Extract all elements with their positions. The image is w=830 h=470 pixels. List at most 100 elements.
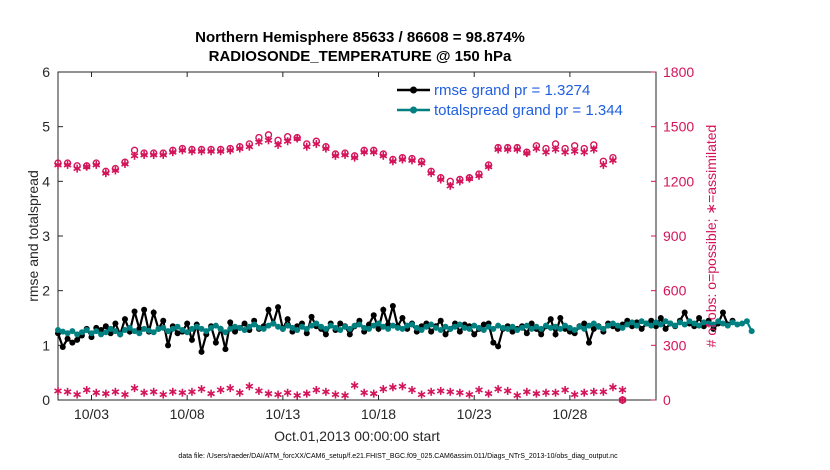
obs-assimilated-marker — [264, 137, 273, 144]
rmse-point — [437, 317, 444, 324]
totalspread-point — [409, 321, 416, 328]
rmse-point — [141, 306, 148, 313]
totalspread-point — [241, 327, 248, 334]
totalspread-point — [667, 320, 674, 327]
totalspread-point — [375, 320, 382, 327]
obs-assimilated-marker — [503, 146, 512, 153]
totalspread-point — [485, 323, 492, 330]
rmse-point — [174, 330, 181, 337]
totalspread-point — [523, 322, 530, 329]
totalspread-point — [724, 322, 731, 329]
rmse-point — [480, 321, 487, 328]
totalspread-point — [700, 319, 707, 326]
obs-assimilated-marker — [609, 157, 617, 164]
totalspread-point — [514, 327, 521, 334]
obs-assimilated-marker — [398, 156, 407, 163]
rmse-point — [662, 325, 669, 332]
left-tick-label: 4 — [42, 173, 50, 189]
totalspread-point — [456, 321, 463, 328]
obs-assimilated-marker — [235, 145, 244, 152]
rmse-point — [590, 325, 597, 332]
obs-rejected-marker — [417, 391, 426, 398]
rmse-point — [160, 317, 167, 324]
right-tick-label: 900 — [663, 228, 687, 244]
rmse-point — [59, 343, 66, 350]
obs-rejected-marker — [168, 389, 177, 395]
obs-rejected-marker — [235, 390, 244, 396]
rmse-point — [265, 306, 272, 313]
totalspread-point — [705, 320, 712, 327]
totalspread-point — [509, 323, 516, 330]
totalspread-point — [131, 328, 138, 335]
obs-rejected-marker — [561, 387, 569, 393]
totalspread-point — [423, 323, 430, 330]
rmse-point — [538, 331, 545, 338]
obs-assimilated-marker — [216, 148, 225, 154]
obs-rejected-marker — [609, 384, 617, 390]
obs-assimilated-marker — [245, 144, 254, 150]
obs-assimilated-marker — [379, 153, 388, 159]
totalspread-point — [672, 322, 679, 329]
x-tick-label: 10/18 — [361, 406, 396, 422]
totalspread-point — [208, 324, 215, 331]
totalspread-point — [475, 324, 482, 331]
rmse-point — [198, 348, 205, 355]
rmse-point — [136, 325, 143, 332]
obs-rejected-marker — [513, 392, 522, 399]
totalspread-point — [648, 322, 655, 329]
obs-assimilated-marker — [140, 152, 148, 158]
rmse-point — [212, 339, 219, 346]
totalspread-point — [600, 325, 607, 332]
obs-rejected-marker — [149, 389, 158, 395]
totalspread-point — [748, 328, 755, 335]
totalspread-point — [586, 322, 593, 329]
totalspread-point — [303, 325, 310, 332]
legend-rmse-marker — [410, 86, 417, 94]
rmse-point — [121, 316, 128, 323]
rmse-point — [69, 339, 76, 346]
obs-rejected-marker — [188, 389, 196, 395]
obs-rejected-marker — [82, 387, 91, 393]
x-axis: 10/03 10/08 10/13 10/18 10/23 10/28 — [74, 72, 588, 422]
totalspread-point — [480, 327, 487, 334]
obs-rejected-marker — [589, 389, 598, 395]
left-tick-label: 6 — [42, 64, 50, 80]
obs-assimilated-marker — [369, 149, 378, 155]
obs-assimilated-marker — [63, 162, 72, 168]
obs-assimilated-marker — [207, 148, 215, 154]
totalspread-point — [74, 331, 81, 338]
obs-rejected-marker — [197, 386, 206, 392]
obs-rejected-marker — [121, 391, 129, 398]
totalspread-point — [222, 329, 229, 336]
totalspread-point — [624, 321, 631, 328]
obs-assimilated-marker — [283, 138, 292, 144]
x-tick-label: 10/28 — [552, 406, 587, 422]
obs-assimilated-marker — [312, 141, 321, 147]
totalspread-point — [461, 324, 468, 331]
totalspread-point — [78, 329, 85, 336]
obs-assimilated-marker — [149, 152, 158, 158]
obs-assimilated-marker — [331, 153, 340, 159]
totalspread-point — [653, 319, 659, 326]
rmse-point — [308, 313, 315, 320]
obs-rejected-marker — [408, 387, 416, 393]
totalspread-point — [232, 323, 239, 330]
obs-assimilated-marker — [465, 175, 474, 182]
rmse-point — [428, 328, 435, 335]
totalspread-point — [576, 323, 583, 330]
totalspread-point — [609, 320, 616, 327]
obs-assimilated-marker — [73, 165, 82, 172]
totalspread-point — [279, 325, 286, 332]
totalspread-point — [562, 322, 569, 329]
totalspread-point — [351, 322, 358, 329]
totalspread-point — [619, 324, 626, 331]
obs-assimilated-marker — [551, 146, 560, 153]
rmse-point — [303, 330, 310, 337]
obs-rejected-marker — [341, 392, 349, 399]
obs-rejected-marker — [302, 390, 311, 397]
rmse-point — [456, 328, 463, 335]
rmse-point — [586, 339, 593, 346]
obs-assimilated-marker — [197, 148, 206, 154]
obs-assimilated-marker — [580, 149, 589, 155]
